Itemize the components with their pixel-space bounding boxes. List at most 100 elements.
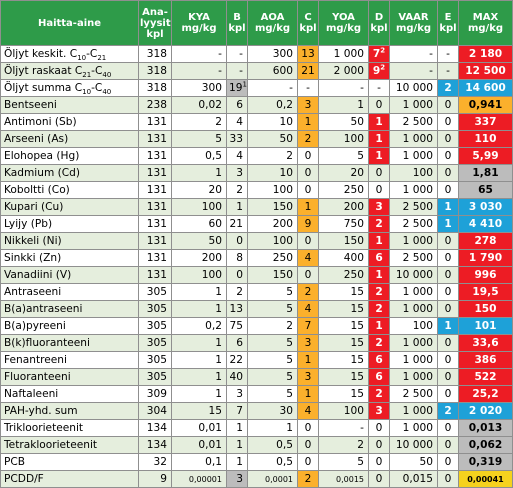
cell-kya: 5 <box>171 130 227 148</box>
cell-n: 9 <box>138 470 172 488</box>
cell-d: 0 <box>368 96 390 114</box>
substance-name: Antraseeni <box>0 283 139 301</box>
table-row: Trikloorieteenit 134 0,01 1 1 0-0 1 000 0 0,013 <box>0 419 513 437</box>
substance-name: B(k)fluoranteeni <box>0 334 139 352</box>
header-yoa: YOA mg/kg <box>318 0 369 46</box>
cell-aoa: - <box>247 79 298 97</box>
cell-b: 6 <box>226 96 248 114</box>
cell-kya: 1 <box>171 368 227 386</box>
cell-d: 0 <box>368 453 390 471</box>
cell-yoa: 2 000 <box>318 62 369 80</box>
cell-c: 3 <box>297 334 319 352</box>
cell-c: 0 <box>297 453 319 471</box>
cell-yoa: 100 <box>318 402 369 420</box>
cell-aoa: 100 <box>247 181 298 199</box>
cell-vaar: 1 000 <box>389 334 438 352</box>
cell-e: 1 <box>437 198 459 216</box>
cell-kya: 0,01 <box>171 419 227 437</box>
cell-b: 40 <box>226 368 248 386</box>
cell-max: 101 <box>458 317 513 335</box>
cell-max: 386 <box>458 351 513 369</box>
cell-yoa: 400 <box>318 249 369 267</box>
cell-b: 3 <box>226 164 248 182</box>
cell-c: 0 <box>297 147 319 165</box>
cell-c: 4 <box>297 300 319 318</box>
cell-aoa: 5 <box>247 300 298 318</box>
cell-yoa: 15 <box>318 317 369 335</box>
cell-d: 1 <box>368 266 390 284</box>
cell-d: 6 <box>368 368 390 386</box>
cell-e: 0 <box>437 368 459 386</box>
cell-b: 75 <box>226 317 248 335</box>
cell-max: 1 790 <box>458 249 513 267</box>
cell-c: 1 <box>297 198 319 216</box>
cell-e: 0 <box>437 453 459 471</box>
cell-b: 2 <box>226 283 248 301</box>
cell-e: 0 <box>437 113 459 131</box>
cell-c: 13 <box>297 45 319 63</box>
cell-b: 13 <box>226 300 248 318</box>
cell-max: 2 180 <box>458 45 513 63</box>
cell-kya: 50 <box>171 232 227 250</box>
cell-vaar: 100 <box>389 164 438 182</box>
header-max: MAX mg/kg <box>458 0 513 46</box>
cell-b: 4 <box>226 113 248 131</box>
cell-b: 3 <box>226 385 248 403</box>
cell-yoa: 2 <box>318 436 369 454</box>
cell-b: 21 <box>226 215 248 233</box>
cell-aoa: 50 <box>247 130 298 148</box>
cell-c: 1 <box>297 113 319 131</box>
cell-yoa: 1 000 <box>318 45 369 63</box>
cell-kya: 1 <box>171 351 227 369</box>
table-row: Lyijy (Pb) 131 60 21 200 9 750 2 2 500 1 4 410 <box>0 215 513 233</box>
cell-aoa: 150 <box>247 198 298 216</box>
cell-b: - <box>226 45 248 63</box>
cell-n: 305 <box>138 351 172 369</box>
substance-name: Fluoranteeni <box>0 368 139 386</box>
table-row: Fluoranteeni 305 1 40 5 3 15 6 1 000 0 522 <box>0 368 513 386</box>
cell-kya: 1 <box>171 283 227 301</box>
substance-name: Öljyt raskaat C21-C40 <box>0 62 139 80</box>
cell-kya: 1 <box>171 300 227 318</box>
cell-aoa: 5 <box>247 283 298 301</box>
cell-n: 131 <box>138 215 172 233</box>
cell-aoa: 2 <box>247 147 298 165</box>
substance-name: B(a)antraseeni <box>0 300 139 318</box>
cell-n: 305 <box>138 334 172 352</box>
cell-e: 1 <box>437 317 459 335</box>
cell-yoa: 150 <box>318 232 369 250</box>
substance-name: Öljyt keskit. C10-C21 <box>0 45 139 63</box>
cell-n: 304 <box>138 402 172 420</box>
cell-kya: 300 <box>171 79 227 97</box>
cell-n: 305 <box>138 368 172 386</box>
cell-max: 0,319 <box>458 453 513 471</box>
cell-e: 0 <box>437 164 459 182</box>
table-row: Kadmium (Cd) 131 1 3 10 0 20 0 100 0 1,81 <box>0 164 513 182</box>
cell-e: 0 <box>437 181 459 199</box>
cell-aoa: 0,2 <box>247 96 298 114</box>
cell-max: 65 <box>458 181 513 199</box>
cell-vaar: - <box>389 45 438 63</box>
cell-max: 0,941 <box>458 96 513 114</box>
cell-vaar: 1 000 <box>389 181 438 199</box>
cell-e: 0 <box>437 385 459 403</box>
table-row: Öljyt keskit. C10-C21 318- -300 13 1 000 72- -… <box>0 45 513 63</box>
cell-aoa: 250 <box>247 249 298 267</box>
cell-d: 6 <box>368 351 390 369</box>
table-row: Koboltti (Co) 131 20 2 100 0 250 0 1 000 0 65 <box>0 181 513 199</box>
table-row: B(a)pyreeni 305 0,2 75 2 7 15 1 100 1 101 <box>0 317 513 335</box>
cell-vaar: 1 000 <box>389 232 438 250</box>
cell-n: 131 <box>138 113 172 131</box>
cell-kya: - <box>171 45 227 63</box>
cell-c: 9 <box>297 215 319 233</box>
table-row: Arseeni (As) 131 5 33 50 2 100 1 1 000 0 110 <box>0 130 513 148</box>
table-row: Nikkeli (Ni) 131 50 0 100 0 150 1 1 000 0 278 <box>0 232 513 250</box>
cell-e: 0 <box>437 334 459 352</box>
cell-b: 1 <box>226 419 248 437</box>
cell-max: 996 <box>458 266 513 284</box>
header-aoa: AOA mg/kg <box>247 0 298 46</box>
cell-yoa: 250 <box>318 266 369 284</box>
cell-c: 7 <box>297 317 319 335</box>
cell-b: 0 <box>226 266 248 284</box>
